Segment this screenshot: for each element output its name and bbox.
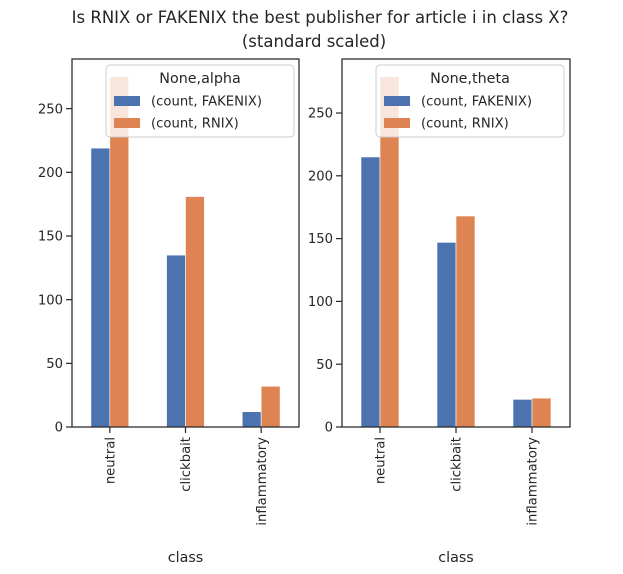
y-tick-label: 50 (316, 358, 333, 373)
legend-swatch-count-rnix (114, 118, 140, 128)
bar-count-fakenix-inflammatory (512, 399, 533, 428)
subplot-theta: 0 50 100 150 200 250 neutral clickbait inflammat… (308, 58, 571, 566)
legend-label-count-rnix: (count, RNIX) (151, 117, 239, 132)
legend-box (105, 64, 295, 138)
bar-count-fakenix-clickbait (166, 254, 186, 428)
legend-swatch-count-fakenix (114, 96, 140, 106)
bar-count-fakenix-neutral (360, 156, 381, 428)
chart-title-line1: Is RNIX or FAKENIX the best publisher fo… (72, 8, 569, 27)
legend: None,alpha (count, FAKENIX) (count, RNIX) (105, 64, 295, 138)
subplot-alpha: 0 50 100 150 200 250 neutral clickbait inflammat… (38, 58, 300, 566)
axes-frame (71, 58, 300, 428)
bar-count-rnix-clickbait (185, 196, 205, 428)
bar-count-fakenix-clickbait (436, 242, 457, 428)
x-tick-label-clickbait: clickbait (450, 437, 465, 492)
x-tick-label-inflammatory: inflammatory (255, 437, 270, 526)
x-axis-label: class (438, 550, 474, 566)
legend-title: None,theta (430, 71, 510, 87)
legend-title: None,alpha (159, 71, 240, 87)
x-axis-label: class (168, 550, 204, 566)
y-tick-label: 0 (55, 421, 63, 436)
bar-count-rnix-inflammatory (260, 385, 281, 428)
legend: None,theta (count, FAKENIX) (count, RNIX) (375, 64, 565, 138)
x-tick-label-neutral: neutral (374, 437, 389, 484)
x-tick-label-inflammatory: inflammatory (526, 437, 541, 526)
legend-label-count-rnix: (count, RNIX) (421, 117, 509, 132)
y-tick-label: 100 (308, 295, 333, 310)
bar-count-rnix-inflammatory (531, 397, 552, 428)
y-tick-label: 250 (38, 102, 63, 117)
legend-swatch-count-fakenix (384, 96, 410, 106)
bar-count-fakenix-inflammatory (241, 411, 262, 428)
axes-frame (341, 58, 571, 428)
bar-count-rnix-clickbait (455, 215, 476, 428)
y-tick-label: 200 (38, 166, 63, 181)
bar-count-fakenix-neutral (90, 147, 111, 428)
legend-label-count-fakenix: (count, FAKENIX) (151, 95, 262, 110)
y-tick-label: 0 (325, 421, 333, 436)
y-tick-label: 200 (308, 169, 333, 184)
y-tick-label: 100 (38, 293, 63, 308)
chart-title-line2: (standard scaled) (242, 32, 386, 51)
legend-label-count-fakenix: (count, FAKENIX) (421, 95, 532, 110)
y-tick-label: 150 (38, 230, 63, 245)
y-tick-label: 50 (46, 357, 63, 372)
x-tick-label-neutral: neutral (103, 437, 118, 484)
y-tick-label: 150 (308, 232, 333, 247)
legend-swatch-count-rnix (384, 118, 410, 128)
y-tick-label: 250 (308, 107, 333, 122)
legend-box (375, 64, 565, 138)
x-tick-label-clickbait: clickbait (179, 437, 194, 492)
